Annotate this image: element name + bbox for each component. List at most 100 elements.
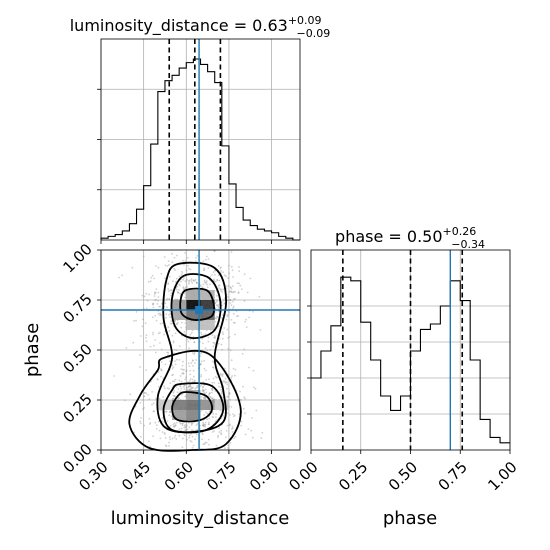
joint-point (188, 434, 191, 437)
joint-point (227, 296, 229, 298)
joint-point (222, 288, 225, 291)
joint-point (189, 378, 192, 380)
joint-point (172, 425, 175, 428)
joint-point (159, 312, 162, 315)
joint-point (212, 345, 215, 348)
joint-point (227, 285, 230, 287)
joint-point (254, 387, 257, 390)
joint-point (152, 435, 155, 438)
joint-point (182, 437, 184, 440)
joint-point (191, 378, 194, 381)
joint-point (181, 424, 184, 427)
joint-point (220, 289, 222, 292)
joint-point (174, 378, 177, 381)
joint-point (207, 438, 210, 441)
joint-point (202, 422, 205, 425)
joint-ticks (97, 249, 272, 454)
joint-point (182, 286, 185, 288)
joint-point (202, 390, 205, 393)
joint-point (175, 349, 178, 352)
joint-point (148, 398, 151, 400)
joint-point (164, 264, 167, 267)
joint-point (178, 428, 181, 430)
joint-point (210, 396, 212, 399)
joint-point (208, 443, 211, 446)
joint-point (218, 431, 221, 433)
joint-point (149, 345, 152, 348)
joint-point (152, 316, 154, 319)
joint-point (157, 296, 160, 298)
joint-point (232, 321, 235, 324)
joint-point (194, 387, 197, 390)
joint-point (173, 320, 176, 323)
joint-density-bin-5 (172, 310, 187, 320)
joint-point (222, 337, 224, 340)
joint-point (219, 288, 222, 290)
joint-point (238, 266, 240, 268)
joint-point (155, 319, 158, 322)
joint-point (195, 281, 198, 284)
joint-point (209, 392, 211, 395)
joint-point (219, 372, 222, 375)
joint-point (204, 281, 206, 284)
phase-xtick-label-0: 0.00 (285, 458, 321, 494)
joint-point (232, 291, 234, 294)
joint-point (164, 302, 167, 305)
joint-point (204, 397, 207, 399)
joint-point (174, 363, 177, 366)
joint-point (113, 375, 116, 377)
joint-point (181, 372, 184, 375)
joint-point (202, 269, 205, 271)
joint-point (168, 313, 171, 316)
joint-point (237, 291, 240, 294)
joint-point (194, 260, 197, 263)
joint-point (213, 250, 216, 253)
joint-point (161, 416, 164, 419)
joint-point (220, 270, 223, 272)
joint-point (227, 448, 230, 450)
joint-point (211, 387, 214, 390)
joint-point (167, 351, 170, 354)
joint-point (191, 282, 194, 284)
joint-point (191, 435, 194, 438)
joint-density-bin-11 (172, 400, 187, 410)
joint-ytick-label-4: 1.00 (59, 240, 95, 276)
joint-point (201, 337, 204, 340)
joint-point (184, 252, 187, 254)
joint-point (159, 342, 161, 344)
joint-point (154, 421, 157, 424)
joint-point (206, 255, 208, 258)
joint-point (211, 397, 213, 400)
joint-point (214, 301, 217, 304)
joint-point (206, 283, 208, 286)
joint-point (139, 420, 142, 423)
joint-point (217, 265, 220, 267)
joint-point (244, 320, 247, 323)
joint-point (215, 300, 218, 303)
joint-point (181, 422, 184, 425)
joint-point (189, 440, 192, 442)
joint-point (152, 306, 155, 309)
joint-point (168, 298, 171, 300)
joint-point (186, 257, 189, 259)
joint-point (155, 351, 157, 354)
joint-point (179, 422, 182, 425)
joint-point (173, 395, 176, 397)
joint-point (225, 287, 228, 290)
joint-point (141, 325, 144, 328)
joint-point (212, 271, 215, 274)
joint-point (201, 432, 204, 435)
joint-point (169, 410, 172, 413)
joint-point (155, 298, 158, 301)
joint-point (221, 373, 223, 376)
joint-point (179, 375, 182, 377)
joint-point (232, 298, 235, 300)
joint-point (188, 267, 190, 270)
joint-point (175, 386, 178, 388)
ld-marginal-histogram (100, 58, 300, 241)
joint-point (175, 358, 178, 361)
joint-point (205, 378, 208, 381)
joint-point (205, 258, 207, 261)
joint-point (173, 390, 176, 392)
joint-point (189, 388, 191, 390)
